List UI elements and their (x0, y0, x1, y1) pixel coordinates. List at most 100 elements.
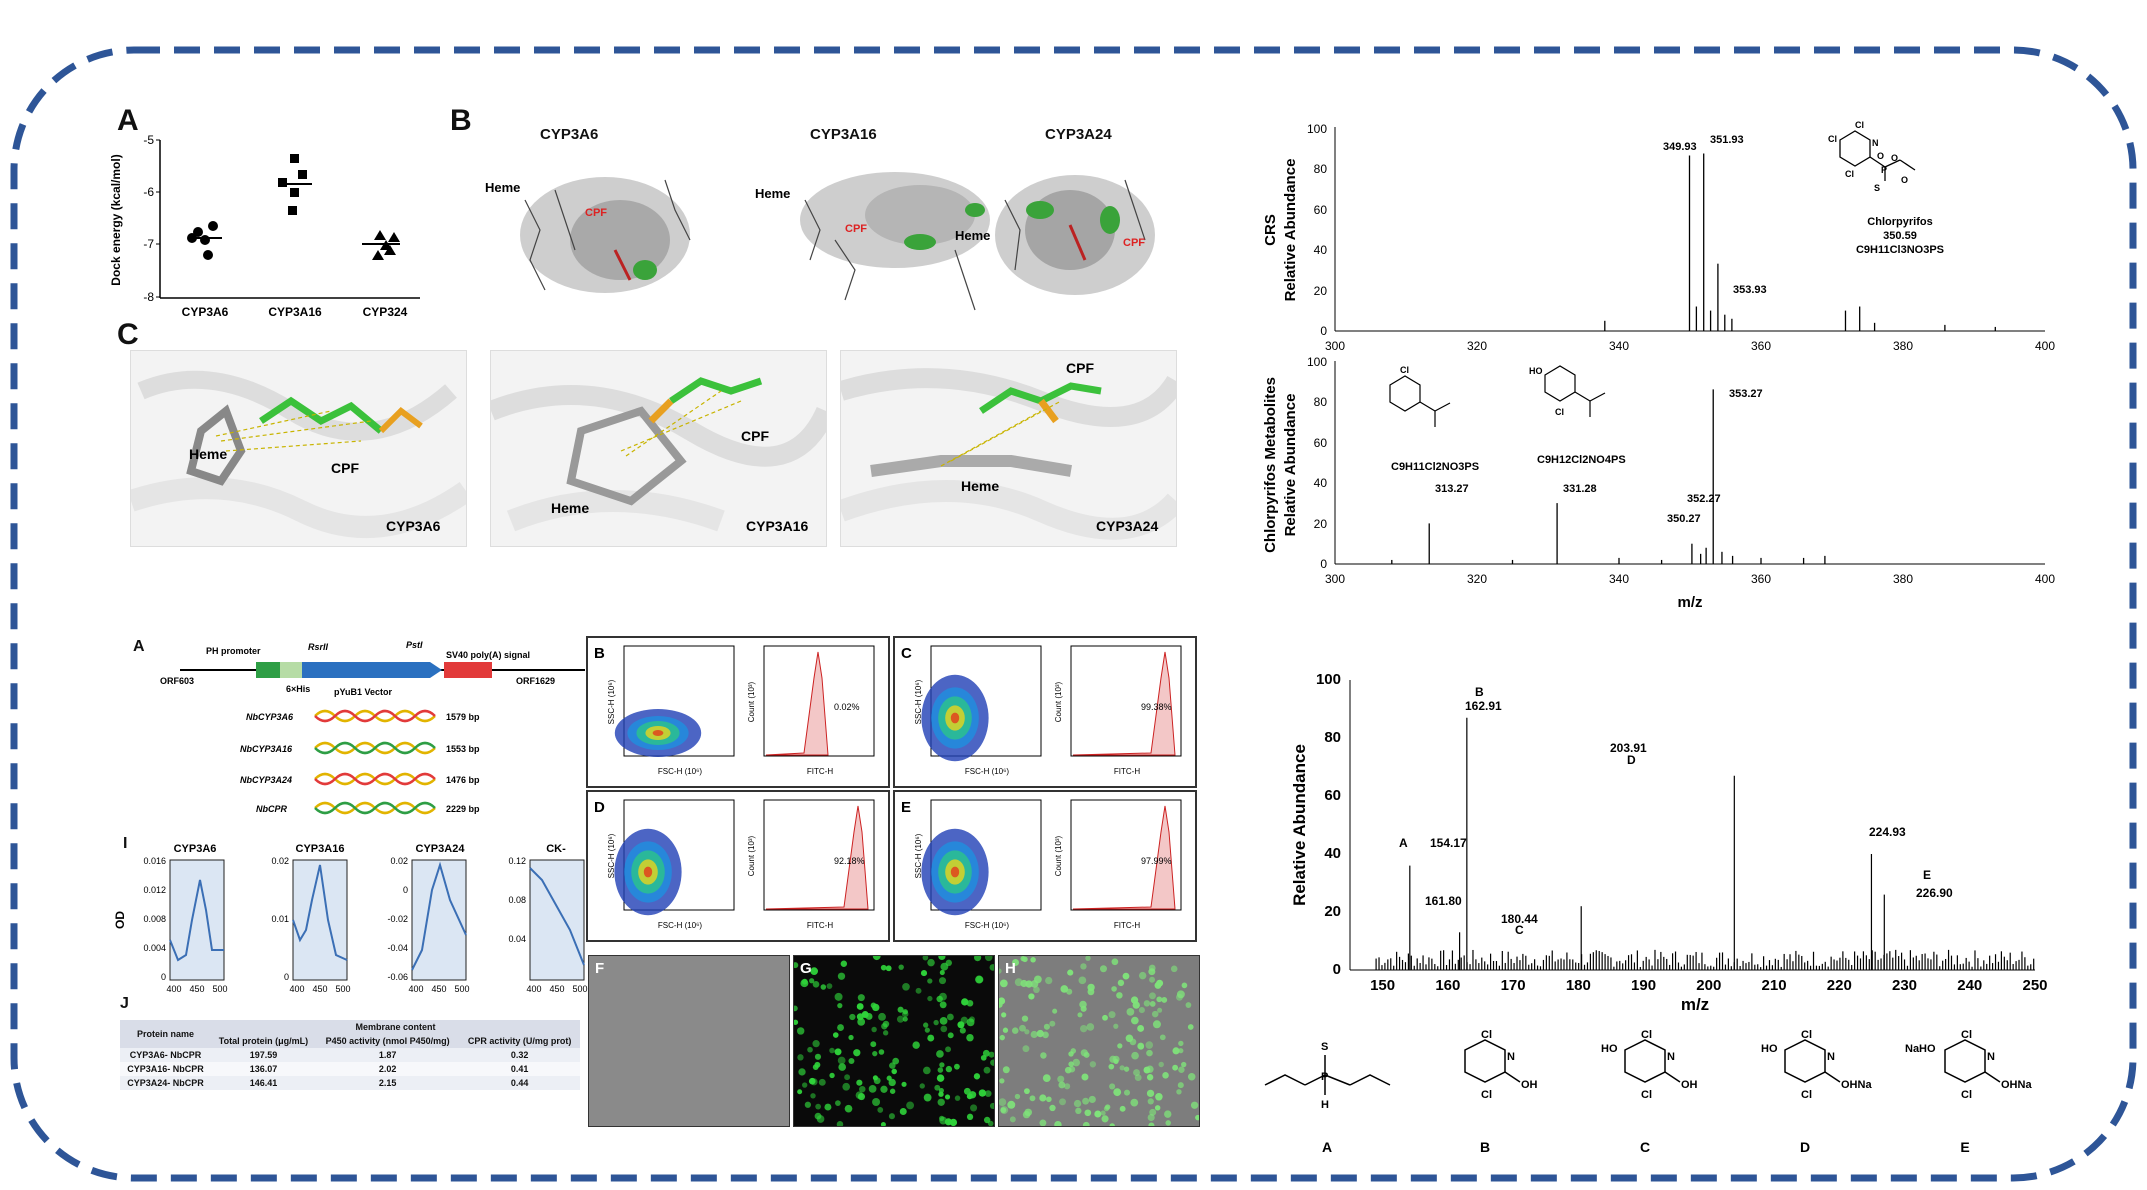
svg-text:450: 450 (549, 984, 564, 994)
micro-brightfield: F (588, 955, 790, 1127)
flow-axis-label: FITC-H (807, 767, 833, 776)
svg-text:OHNa: OHNa (1841, 1079, 1872, 1091)
cell-dot (936, 1050, 944, 1058)
cell-dot (906, 1101, 915, 1110)
gene-name: NbCYP3A24 (240, 775, 292, 785)
svg-text:ORF603: ORF603 (160, 676, 194, 686)
cell-dot (809, 978, 815, 984)
cell-dot (1156, 996, 1163, 1003)
cell-dot (859, 1085, 866, 1093)
cell-dot (838, 1063, 847, 1071)
cell-dot (1042, 1074, 1051, 1082)
cell-dot (954, 1063, 960, 1070)
cell-dot (1049, 1020, 1056, 1027)
heme-label: Heme (755, 186, 790, 201)
cell-dot (1001, 1012, 1007, 1018)
cell-dot (1113, 1023, 1119, 1029)
svg-text:400: 400 (526, 984, 541, 994)
cell-dot (1075, 1107, 1082, 1115)
cell-dot (889, 1062, 896, 1069)
cell-dot (1122, 972, 1130, 980)
cell-dot (1119, 1105, 1126, 1112)
micro-fluorescence: G (792, 952, 997, 1128)
svg-text:360: 360 (1751, 572, 1771, 586)
flow-axis-label: FSC-H (10⁶) (658, 767, 703, 776)
cell-dot (937, 1098, 945, 1106)
flow-axis-label: Count (10³) (747, 835, 756, 876)
svg-text:E: E (1960, 1139, 1969, 1155)
flow-percent: 99.38% (1141, 702, 1172, 712)
cell-dot (1068, 1051, 1074, 1057)
cell-dot (939, 970, 945, 976)
cpf-label: CPF (585, 207, 607, 219)
cell-dot (984, 1090, 992, 1097)
dock-energy-chart: -5 -6 -7 -8 Dock energy (kcal/mol) CYP3A… (109, 133, 420, 319)
cell-dot (898, 964, 904, 970)
svg-text:ORF1629: ORF1629 (516, 676, 555, 686)
cell-dot (848, 1034, 854, 1041)
ms-bottom-xtick: 240 (1957, 977, 1982, 994)
svg-text:100: 100 (1316, 671, 1341, 688)
cell-dot (1072, 1058, 1081, 1067)
ms-mid-peak-label: 313.27 (1435, 483, 1469, 495)
gene-size: 1476 bp (446, 775, 480, 785)
cell-dot (923, 1066, 931, 1075)
ms-mid-peak-label: 352.27 (1687, 493, 1721, 505)
cell-dot (1178, 1048, 1184, 1054)
cell-dot (891, 1068, 897, 1075)
cell-dot (1039, 1119, 1047, 1127)
cell-dot (1084, 1109, 1092, 1117)
cell-dot (1185, 1002, 1192, 1008)
cell-dot (1080, 963, 1087, 970)
svg-text:OH: OH (1681, 1079, 1698, 1091)
svg-text:PH promoter: PH promoter (206, 646, 261, 656)
cell-dot (1049, 1104, 1056, 1112)
cell-dot (1170, 965, 1178, 973)
dock-xtick: CYP324 (363, 305, 408, 319)
cell-dot (1080, 1049, 1088, 1057)
cell-dot (872, 1051, 878, 1057)
cell-dot (1125, 1034, 1134, 1043)
svg-text:0.008: 0.008 (143, 914, 166, 924)
svg-text:500: 500 (212, 984, 227, 994)
cell-dot (1154, 982, 1162, 989)
cell-dot (1007, 1100, 1016, 1109)
cell-dot (877, 1107, 884, 1113)
cell-dot (1068, 1066, 1076, 1073)
heme-label: Heme (189, 446, 227, 462)
panel-j-label: J (120, 995, 129, 1012)
cell-dot (1078, 976, 1087, 985)
svg-text:0: 0 (403, 885, 408, 895)
svg-text:60: 60 (1324, 787, 1341, 804)
svg-text:P: P (1321, 1071, 1328, 1083)
cell-dot (837, 1002, 843, 1009)
cell-dot (1181, 982, 1188, 989)
svg-text:400: 400 (2035, 339, 2055, 353)
cell-dot (989, 1102, 997, 1109)
cell-dot (1002, 1066, 1010, 1074)
cell-dot (1066, 988, 1073, 995)
cell-dot (829, 1047, 835, 1054)
cell-dot (818, 1078, 826, 1086)
cell-dot (966, 1113, 974, 1120)
cell-dot (1009, 1116, 1016, 1123)
svg-text:Cl: Cl (1801, 1089, 1812, 1101)
svg-text:340: 340 (1609, 339, 1629, 353)
svg-text:0: 0 (1320, 324, 1327, 338)
cell-dot (1043, 1023, 1050, 1030)
cell-dot (814, 1112, 822, 1120)
binding-pose-cyp3a6: Heme CPF CYP3A6 (130, 350, 467, 547)
binding-pose-cyp3a24: Heme CPF CYP3A24 (840, 350, 1177, 547)
cell-dot (923, 1093, 932, 1102)
cell-dot (897, 1006, 904, 1013)
gene-size: 1579 bp (446, 712, 480, 722)
cell-dot (1147, 1098, 1154, 1105)
cell-dot (857, 994, 865, 1002)
cell-dot (792, 1005, 798, 1012)
cell-dot (892, 1057, 900, 1065)
cell-dot (812, 1064, 819, 1071)
cell-dot (938, 1088, 944, 1094)
panel-b-title-1: CYP3A6 (540, 126, 599, 143)
cell-dot (881, 1023, 888, 1030)
flow-axis-label: Count (10³) (747, 681, 756, 722)
